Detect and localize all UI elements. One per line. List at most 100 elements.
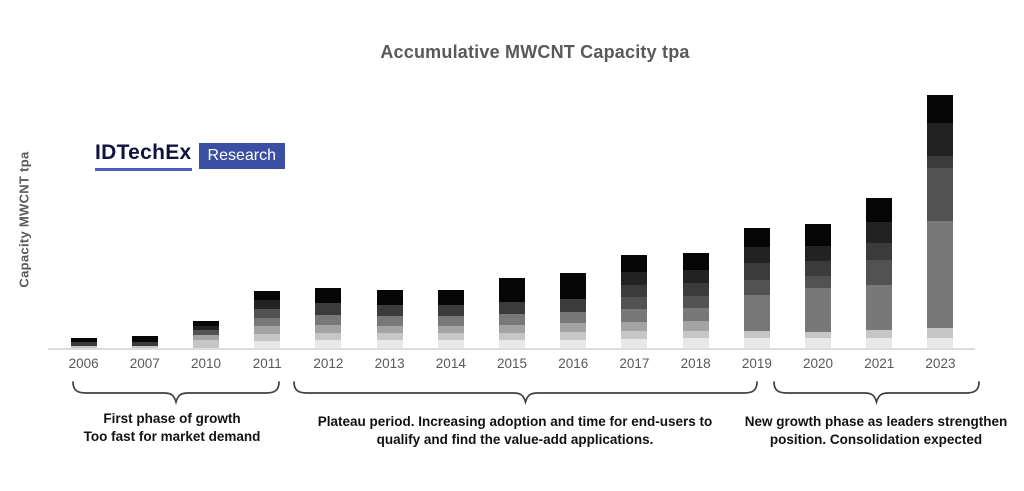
bar-segment	[560, 273, 587, 299]
bar-slot-2015	[481, 95, 542, 348]
bar-segment	[682, 295, 709, 309]
bar-segment	[254, 341, 281, 348]
bar-segment	[682, 330, 709, 339]
x-axis-line	[48, 348, 975, 350]
bar-segment	[437, 340, 464, 348]
y-axis-label: Capacity MWCNT tpa	[16, 151, 32, 288]
bar-segment	[376, 304, 403, 317]
phase1-annotation: First phase of growth Too fast for marke…	[42, 410, 302, 446]
bar-slot-2011	[237, 95, 298, 348]
bar-segment	[743, 338, 770, 348]
bar-segment	[805, 224, 832, 247]
bar-segment	[499, 340, 526, 348]
bar-segment	[437, 333, 464, 341]
bar-segment	[376, 325, 403, 334]
bar-segment	[560, 332, 587, 340]
bar-segment	[682, 338, 709, 348]
bar-segment	[621, 321, 648, 332]
bar-segment	[866, 243, 893, 260]
bar-segment	[621, 308, 648, 322]
x-tick-label-2021: 2021	[864, 356, 895, 371]
x-tick-label-2007: 2007	[129, 356, 160, 371]
bar-segment	[682, 270, 709, 284]
x-tick-label-2006: 2006	[68, 356, 99, 371]
bar-slot-2013	[359, 95, 420, 348]
bar-segment	[866, 330, 893, 338]
bar-2016	[560, 273, 587, 348]
bar-slot-2014	[420, 95, 481, 348]
bar-segment	[254, 308, 281, 318]
bar-2013	[376, 290, 403, 348]
bar-segment	[437, 325, 464, 334]
bar-segment	[866, 222, 893, 243]
x-tick-label-2014: 2014	[435, 356, 466, 371]
bar-2011	[254, 291, 281, 348]
bar-2010	[193, 321, 219, 348]
bar-segment	[560, 339, 587, 348]
bar-2012	[315, 288, 342, 348]
x-tick-label-2010: 2010	[190, 356, 222, 371]
bar-segment	[927, 122, 954, 156]
bar-segment	[193, 321, 219, 326]
bar-segment	[621, 284, 648, 297]
bar-segment	[743, 262, 770, 280]
idtechex-wordmark: IDTechEx	[95, 141, 192, 171]
bar-segment	[315, 288, 342, 303]
phase3-line1: New growth phase as leaders strengthen	[744, 414, 1008, 429]
bar-segment	[376, 290, 403, 305]
bar-2015	[499, 278, 526, 348]
bar-segment	[621, 271, 648, 285]
bar-plot-area	[53, 95, 971, 348]
bar-segment	[743, 279, 770, 296]
bar-segment	[927, 155, 954, 169]
bar-segment	[866, 198, 893, 222]
bar-segment	[866, 285, 893, 330]
x-tick-label-2013: 2013	[374, 356, 405, 371]
bar-segment	[376, 316, 403, 326]
research-badge: Research	[198, 142, 286, 170]
bar-segment	[376, 333, 403, 341]
phase1-line2: Too fast for market demand	[83, 429, 261, 445]
x-tick-label-2015: 2015	[497, 356, 528, 371]
bar-slot-2023	[910, 95, 971, 348]
phase1-line1: First phase of growth	[103, 411, 241, 426]
bar-segment	[254, 300, 281, 309]
bar-slot-2018	[665, 95, 726, 348]
bar-segment	[499, 333, 526, 341]
bar-segment	[315, 340, 342, 348]
bar-segment	[866, 337, 893, 348]
bar-segment	[927, 168, 954, 222]
x-tick-label-2018: 2018	[680, 356, 711, 371]
bar-slot-2016	[543, 95, 604, 348]
bar-segment	[805, 288, 832, 332]
bar-segment	[70, 342, 97, 346]
bar-segment	[254, 333, 281, 342]
bar-segment	[437, 316, 464, 326]
bar-segment	[499, 314, 526, 325]
phase3-annotation: New growth phase as leaders strengthen p…	[726, 413, 1024, 449]
bar-2006	[70, 338, 97, 348]
bar-segment	[315, 325, 342, 333]
bar-segment	[254, 317, 281, 326]
bar-slot-2006	[53, 95, 114, 348]
x-tick-label-2023: 2023	[925, 356, 956, 371]
bar-segment	[193, 335, 219, 340]
bar-2019	[743, 228, 770, 348]
bar-segment	[927, 337, 954, 348]
bar-segment	[621, 296, 648, 309]
bar-segment	[682, 253, 709, 271]
phase2-line2: qualify and find the value-add applicati…	[376, 432, 654, 448]
bar-segment	[927, 221, 954, 328]
bar-slot-2017	[604, 95, 665, 348]
phase3-line2: position. Consolidation expected	[769, 432, 983, 448]
bar-segment	[254, 291, 281, 301]
bar-segment	[315, 303, 342, 315]
bar-2020	[805, 224, 832, 348]
x-tick-label-2019: 2019	[741, 356, 772, 371]
bar-segment	[805, 338, 832, 348]
bar-slot-2020	[787, 95, 848, 348]
phase2-annotation: Plateau period. Increasing adoption and …	[275, 413, 755, 449]
bar-segment	[70, 345, 97, 348]
bar-segment	[927, 327, 954, 338]
bar-segment	[682, 308, 709, 322]
